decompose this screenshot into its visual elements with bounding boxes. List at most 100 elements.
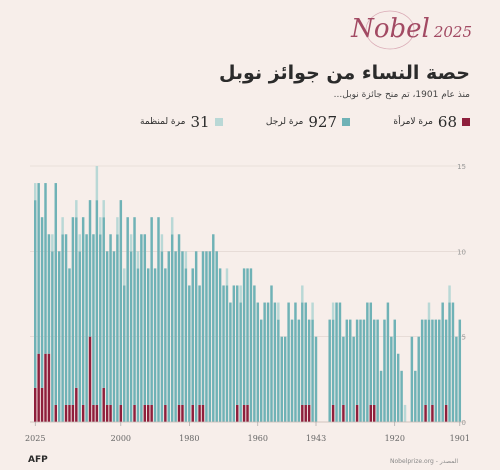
bar-men-1928	[366, 302, 369, 422]
chart-title: حصة النساء من جوائز نوبل	[218, 62, 470, 84]
bar-men-1953	[280, 336, 283, 422]
bar-org-2005	[102, 200, 105, 218]
bar-women-1979	[191, 404, 194, 422]
bar-men-1988	[160, 251, 164, 422]
bar-women-1964	[242, 404, 246, 422]
bar-women-1946	[304, 404, 307, 422]
bar-org-1997	[129, 234, 133, 252]
bar-men-1962	[249, 268, 253, 422]
bar-men-1966	[236, 285, 239, 405]
bar-men-1991	[150, 217, 153, 405]
bar-org-1910	[427, 302, 431, 320]
bar-org-2006	[99, 217, 102, 235]
bar-men-1939	[328, 319, 331, 422]
bar-org-1904	[448, 285, 451, 303]
bar-men-1998	[126, 217, 129, 422]
bar-men-1970	[222, 285, 225, 422]
nobel-bar-chart: 0 5 10 15 1901 1920 1943 1960 1980 2000 2025	[25, 163, 470, 443]
bar-women-1992	[146, 404, 150, 422]
legend-swatch-women	[462, 118, 470, 126]
bar-men-2010	[85, 234, 88, 422]
bar-org-2020	[51, 234, 54, 252]
bar-men-1948	[297, 319, 301, 422]
bar-women-1982	[181, 404, 184, 422]
afp-logo: AFP	[28, 455, 48, 465]
bar-org-1938	[331, 302, 335, 320]
bar-men-1985	[170, 234, 174, 422]
bar-men-2008	[92, 234, 95, 405]
legend-swatch-men	[342, 118, 351, 126]
bar-men-1978	[194, 251, 198, 422]
bar-men-1982	[181, 251, 184, 405]
footer-source: Nobelprize.org - المصدر	[390, 458, 459, 465]
bar-men-1915	[410, 336, 414, 422]
bar-men-1938	[331, 319, 335, 405]
bar-men-1935	[342, 336, 345, 405]
bar-men-1944	[311, 319, 314, 422]
bar-men-1980	[188, 285, 191, 422]
x-tick-label: 2025	[25, 434, 45, 443]
x-tick-label: 1901	[450, 434, 470, 443]
bar-men-2000	[119, 200, 123, 405]
bar-men-1924	[379, 370, 383, 422]
bar-men-1975	[205, 251, 208, 422]
bar-men-1901	[458, 319, 462, 422]
y-tick-label: 5	[462, 334, 466, 342]
bar-men-1911	[424, 319, 427, 405]
bar-women-2008	[92, 404, 95, 422]
bar-men-1932	[352, 336, 355, 422]
bar-women-2007	[95, 404, 99, 422]
bar-men-1967	[232, 285, 236, 422]
bar-men-1903	[451, 302, 455, 422]
bar-women-1996	[133, 404, 136, 422]
bar-men-1995	[136, 268, 140, 422]
bar-women-2011	[81, 404, 85, 422]
bar-men-1902	[455, 336, 458, 422]
bar-men-1963	[246, 268, 249, 405]
bar-men-1973	[212, 234, 215, 422]
bar-org-1985	[170, 217, 174, 235]
bar-men-2011	[81, 217, 85, 405]
bar-men-1908	[434, 319, 438, 422]
legend-label-women: مرة لامرأة	[393, 117, 433, 127]
legend-item-men: 927 مرة لرجل	[266, 113, 351, 131]
bar-org-1988	[160, 234, 164, 252]
bar-men-1983	[177, 234, 181, 405]
bar-men-1960	[256, 302, 260, 422]
brand-word: Nobel	[351, 14, 430, 44]
bar-men-2019	[54, 183, 58, 405]
legend-value-org: 31	[190, 113, 210, 131]
bar-women-2009	[88, 336, 92, 422]
bar-men-1972	[215, 251, 218, 422]
bar-women-1993	[143, 404, 147, 422]
bar-men-1955	[273, 302, 277, 422]
bar-women-2021	[47, 353, 51, 422]
bar-men-2024	[37, 183, 40, 354]
bar-men-2023	[40, 217, 44, 388]
bar-women-2022	[44, 353, 47, 422]
bar-men-1912	[420, 319, 424, 422]
bar-women-2004	[105, 404, 109, 422]
bar-men-2003	[109, 234, 112, 405]
bar-org-1944	[311, 302, 314, 320]
bar-men-1986	[167, 251, 171, 422]
bar-men-1925	[376, 319, 379, 422]
bar-men-2022	[44, 183, 47, 354]
bar-org-2013	[75, 200, 78, 218]
bar-women-2005	[102, 387, 105, 422]
bar-men-2013	[75, 217, 78, 388]
bar-men-2016	[64, 234, 68, 405]
bar-men-1921	[390, 336, 393, 422]
legend-label-org: مرة لمنظمة	[140, 117, 186, 127]
bar-women-1987	[164, 404, 167, 422]
bar-women-2016	[64, 404, 68, 422]
bar-men-1964	[242, 268, 246, 405]
bar-men-1961	[253, 285, 256, 422]
x-tick-label: 1920	[385, 434, 405, 443]
brand-logo: Nobel 2025	[351, 14, 472, 44]
bar-men-1931	[355, 319, 359, 405]
bar-men-1943	[314, 336, 318, 422]
x-tick-label: 1960	[248, 434, 268, 443]
bar-org-1995	[136, 251, 140, 269]
brand-year: 2025	[433, 23, 472, 41]
